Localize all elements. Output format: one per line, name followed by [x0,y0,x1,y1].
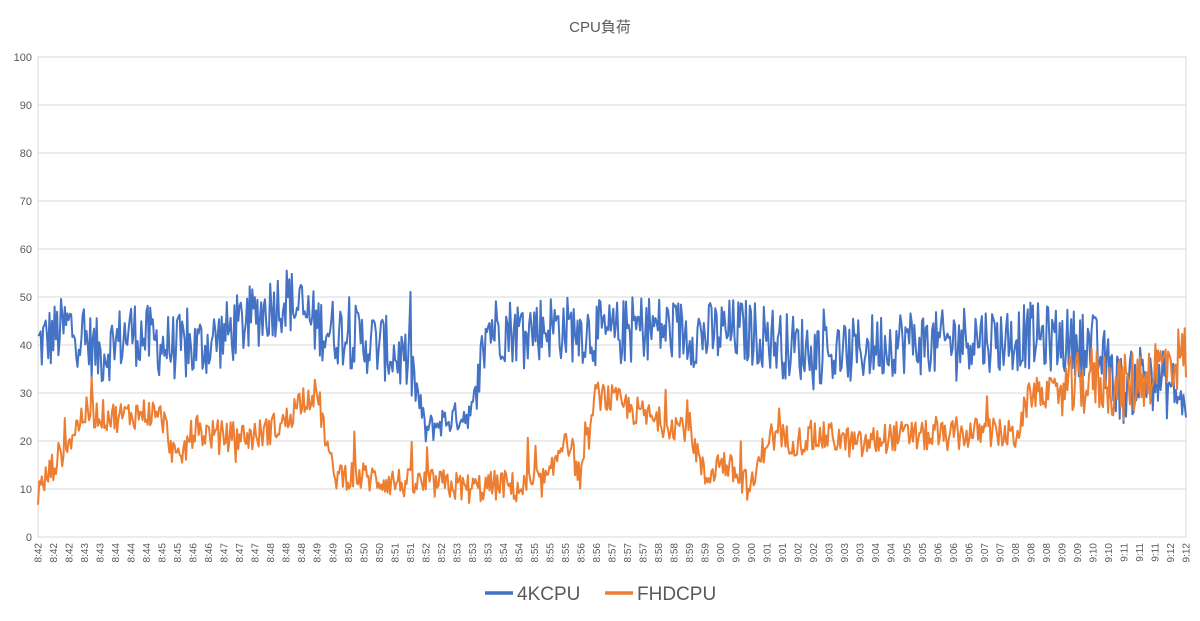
x-tick-label: 8:51 [390,543,401,563]
y-tick-label: 70 [20,196,32,208]
legend-label-FHDCPU: FHDCPU [637,584,716,605]
x-tick-label: 9:05 [918,543,929,563]
y-tick-label: 90 [20,100,32,112]
x-tick-label: 8:55 [545,543,556,563]
x-tick-label: 8:48 [282,543,293,563]
x-tick-label: 8:52 [437,543,448,563]
x-tick-label: 9:02 [809,543,820,563]
x-tick-label: 8:46 [204,543,215,563]
x-tick-label: 9:10 [1104,543,1115,563]
x-tick-label: 9:11 [1150,543,1161,562]
x-tick-label: 9:11 [1119,543,1130,562]
x-tick-label: 9:07 [980,543,991,563]
x-tick-label: 8:58 [654,543,665,563]
x-tick-label: 9:08 [1011,543,1022,563]
x-tick-label: 9:09 [1057,543,1068,563]
y-tick-label: 60 [20,244,32,256]
x-tick-label: 9:04 [871,543,882,563]
x-tick-label: 9:00 [716,543,727,563]
x-tick-label: 8:44 [127,543,138,563]
x-tick-label: 9:00 [747,543,758,563]
x-tick-label: 9:08 [1026,543,1037,563]
x-tick-label: 8:44 [142,543,153,563]
x-tick-label: 9:00 [732,543,743,563]
y-tick-label: 40 [20,340,32,352]
legend: 4KCPU FHDCPU [485,584,716,605]
x-tick-label: 9:04 [887,543,898,563]
x-tick-label: 8:50 [375,543,386,563]
x-tick-label: 8:47 [220,543,231,563]
series-line-4KCPU [37,269,1187,443]
x-tick-label: 9:01 [763,543,774,563]
x-tick-label: 8:54 [499,543,510,563]
x-tick-label: 8:53 [483,543,494,563]
x-tick-label: 8:42 [49,543,60,563]
x-tick-label: 8:55 [530,543,541,563]
x-tick-label: 8:49 [328,543,339,563]
x-axis-ticks: 8:42 8:42 8:42 8:43 8:43 8:44 8:44 8:44 8:45 8:45… [34,543,1193,563]
x-tick-label: 8:45 [173,543,184,563]
x-tick-label: 8:57 [608,543,619,563]
x-tick-label: 8:48 [297,543,308,563]
chart-title: CPU負荷 [569,19,631,36]
x-tick-label: 8:47 [251,543,262,563]
x-tick-label: 9:03 [856,543,867,563]
x-tick-label: 8:59 [701,543,712,563]
y-tick-label: 30 [20,388,32,400]
x-tick-label: 9:02 [794,543,805,563]
x-tick-label: 9:05 [902,543,913,563]
x-tick-label: 8:43 [80,543,91,563]
gridlines [37,56,1187,538]
x-tick-label: 8:42 [65,543,76,563]
x-tick-label: 8:46 [189,543,200,563]
x-tick-label: 8:52 [421,543,432,563]
x-tick-label: 8:50 [359,543,370,563]
x-tick-label: 8:49 [313,543,324,563]
y-tick-label: 80 [20,148,32,160]
x-tick-label: 8:57 [623,543,634,563]
x-tick-label: 8:54 [514,543,525,563]
x-tick-label: 9:12 [1182,543,1193,563]
x-tick-label: 9:01 [778,543,789,563]
x-tick-label: 8:53 [468,543,479,563]
x-tick-label: 9:11 [1135,543,1146,562]
x-tick-label: 9:08 [1042,543,1053,563]
x-tick-label: 8:50 [344,543,355,563]
x-tick-label: 8:59 [685,543,696,563]
y-tick-label: 20 [20,436,32,448]
x-tick-label: 9:07 [995,543,1006,563]
x-tick-label: 8:48 [266,543,277,563]
x-tick-label: 8:43 [96,543,107,563]
x-tick-label: 8:56 [592,543,603,563]
series-lines [37,269,1187,505]
series-line-FHDCPU [37,327,1187,505]
x-tick-label: 8:47 [235,543,246,563]
x-tick-label: 9:03 [840,543,851,563]
x-tick-label: 9:06 [964,543,975,563]
x-tick-label: 9:09 [1073,543,1084,563]
x-tick-label: 9:12 [1166,543,1177,563]
x-tick-label: 9:10 [1088,543,1099,563]
x-tick-label: 8:57 [639,543,650,563]
x-tick-label: 8:55 [561,543,572,563]
x-tick-label: 9:06 [949,543,960,563]
x-tick-label: 9:03 [825,543,836,563]
x-tick-label: 8:56 [576,543,587,563]
y-axis-ticks: 0 10 20 30 40 50 60 70 80 90 100 [14,52,32,544]
y-tick-label: 100 [14,52,32,64]
x-tick-label: 8:45 [158,543,169,563]
y-tick-label: 10 [20,484,32,496]
y-tick-label: 50 [20,292,32,304]
x-tick-label: 8:53 [452,543,463,563]
x-tick-label: 8:51 [406,543,417,563]
y-tick-label: 0 [26,532,32,544]
legend-label-4KCPU: 4KCPU [517,584,580,605]
x-tick-label: 8:42 [34,543,45,563]
x-tick-label: 8:58 [670,543,681,563]
x-tick-label: 8:44 [111,543,122,563]
x-tick-label: 9:06 [933,543,944,563]
